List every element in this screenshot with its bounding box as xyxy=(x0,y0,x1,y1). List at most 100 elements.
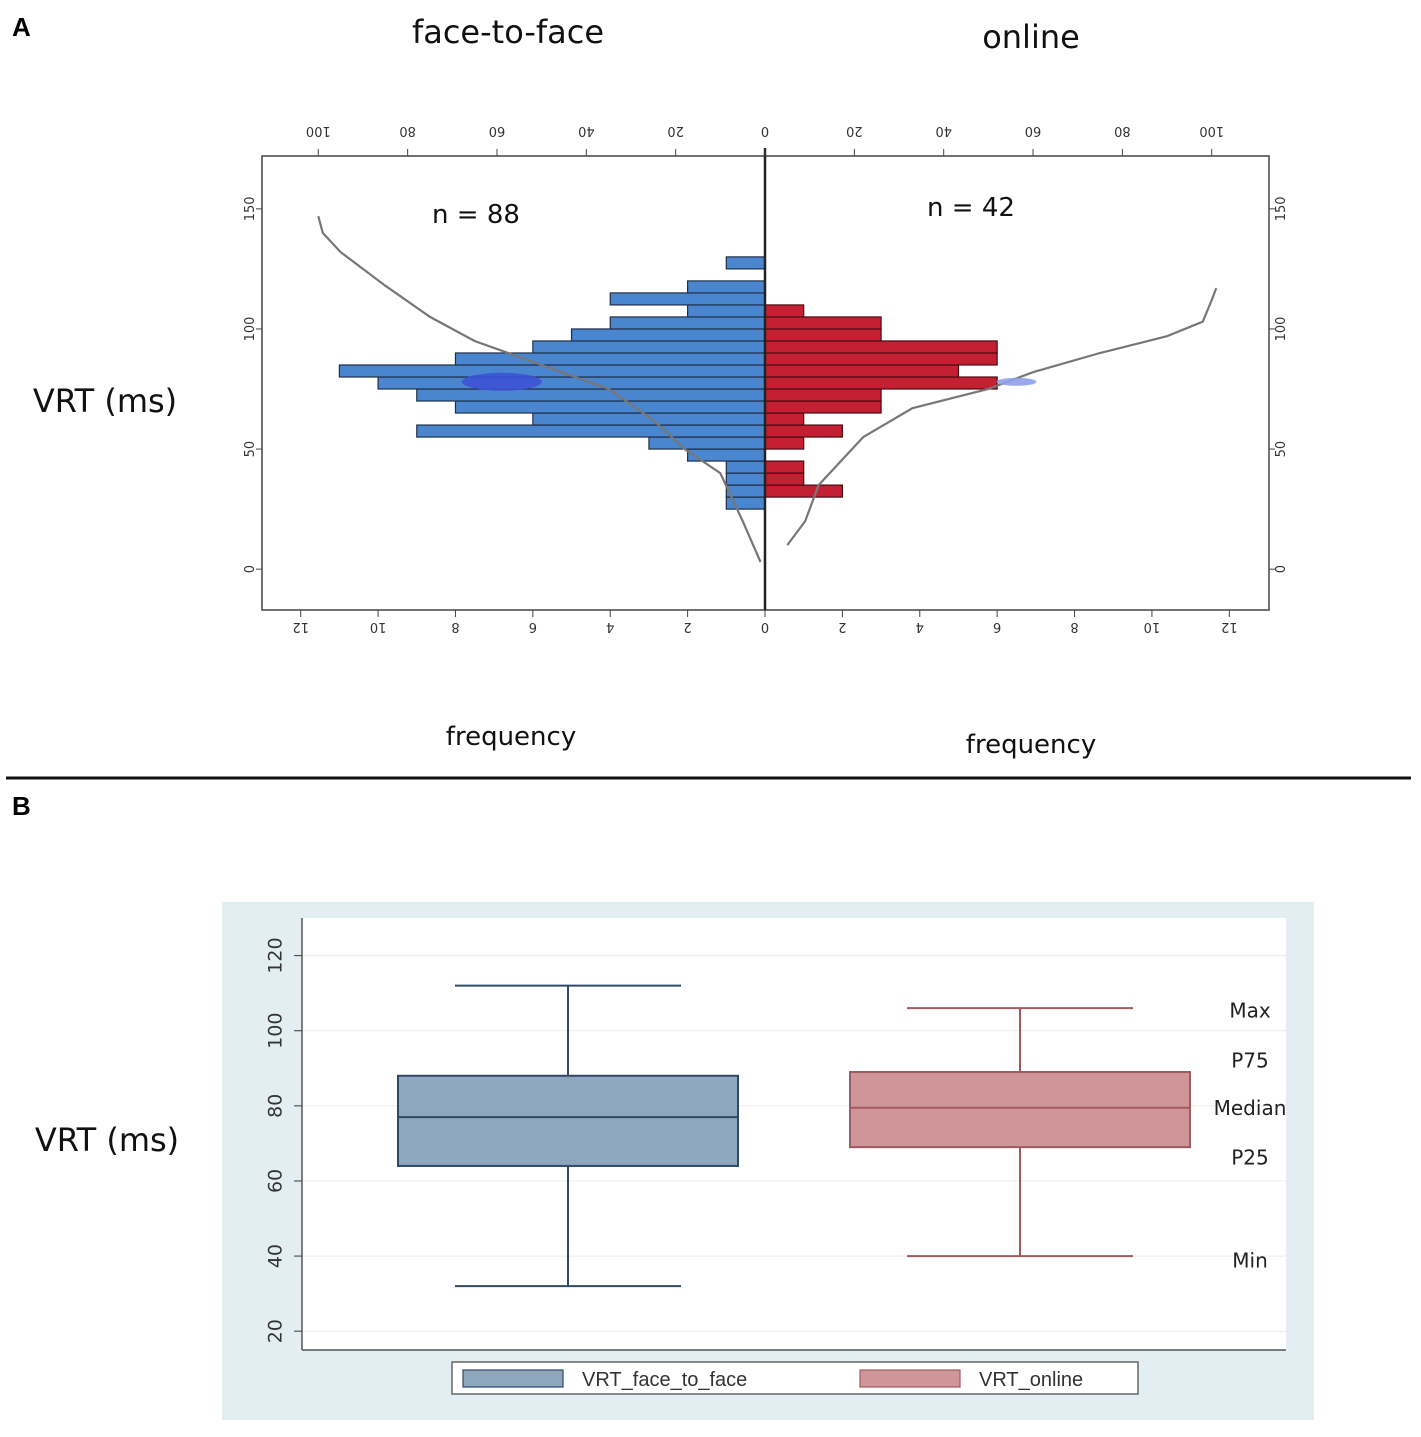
boxplot-y-tick-label: 100 xyxy=(265,1013,287,1049)
legend-label-online: VRT_online xyxy=(979,1369,1083,1391)
annotation-median: Median xyxy=(1214,1096,1287,1120)
online-bar-10 xyxy=(764,352,998,366)
boxplots xyxy=(397,984,1191,1288)
face-to-face-bar-16 xyxy=(687,304,766,318)
online-cumulative-line xyxy=(786,287,1218,546)
online-bar-9 xyxy=(764,364,960,378)
face-to-face-n-label: n = 88 xyxy=(432,200,520,230)
boxplot-y-ticks: 20 40 60 80 100 120 xyxy=(265,937,302,1343)
legend-label-face-to-face: VRT_face_to_face xyxy=(582,1369,747,1391)
bottom-tick-label: 8 xyxy=(1070,619,1078,634)
panel-a: A face-to-face online VRT (ms) frequency… xyxy=(12,12,1289,760)
bottom-tick-label: 2 xyxy=(838,619,846,634)
face-to-face-cumulative-line xyxy=(317,215,762,563)
top-tick-label: 20 xyxy=(846,123,863,138)
left-y-tick-label: 50 xyxy=(243,441,258,458)
boxplot-y-tick-label: 80 xyxy=(265,1094,287,1118)
online-bar-7 xyxy=(764,388,882,402)
left-y-tick-label: 100 xyxy=(243,317,258,342)
online-bars xyxy=(764,304,998,498)
bottom-tick-label: 12 xyxy=(292,619,309,634)
online-bar-13 xyxy=(764,316,882,330)
online-title: online xyxy=(982,18,1080,56)
online-box xyxy=(849,1071,1191,1149)
right-frequency-label: frequency xyxy=(966,730,1096,760)
boxplot-annotations: Max P75 Median P25 Min xyxy=(1214,999,1287,1273)
boxplot-legend: VRT_face_to_face VRT_online xyxy=(451,1361,1139,1395)
bottom-tick-label: 4 xyxy=(606,619,614,634)
face-to-face-bar-11 xyxy=(338,364,766,378)
online-n-label: n = 42 xyxy=(927,193,1015,223)
bottom-tick-label: 6 xyxy=(529,619,537,634)
online-bar-6 xyxy=(764,400,882,414)
face-to-face-median-marker xyxy=(461,372,542,391)
online-bar-8 xyxy=(764,376,998,390)
face-to-face-box xyxy=(397,1074,739,1167)
cumulative-curves xyxy=(317,215,1218,563)
face-to-face-bar-15 xyxy=(609,316,766,330)
top-tick-label: 60 xyxy=(1025,123,1042,138)
left-frequency-label: frequency xyxy=(446,722,576,752)
boxplot-y-tick-label: 60 xyxy=(265,1169,287,1193)
face-to-face-bar-8 xyxy=(454,400,766,414)
bottom-tick-label: 0 xyxy=(761,619,769,634)
face-to-face-bar-19 xyxy=(725,256,766,270)
panel-b: B VRT (ms) 20 40 60 80 100 120 Max P75 Median P2… xyxy=(12,791,1314,1420)
top-tick-label: 100 xyxy=(1199,123,1224,138)
top-tick-label: 80 xyxy=(399,123,416,138)
top-tick-label: 20 xyxy=(667,123,684,138)
online-bar-12 xyxy=(764,328,882,342)
right-y-tick-label: 0 xyxy=(1274,565,1289,573)
face-to-face-title: face-to-face xyxy=(412,13,604,51)
face-to-face-bar-2 xyxy=(725,472,766,486)
top-tick-label: 60 xyxy=(489,123,506,138)
boxplot-y-tick-label: 20 xyxy=(265,1319,287,1343)
face-to-face-bar-14 xyxy=(570,328,766,342)
annotation-min: Min xyxy=(1232,1249,1268,1273)
face-to-face-bar-9 xyxy=(416,388,766,402)
bottom-tick-label: 10 xyxy=(1144,619,1161,634)
legend-swatch-online xyxy=(859,1369,961,1388)
bottom-tick-label: 4 xyxy=(916,619,924,634)
face-to-face-bar-17 xyxy=(609,292,766,306)
boxplot-y-tick-label: 120 xyxy=(265,937,287,973)
bottom-tick-label: 6 xyxy=(993,619,1001,634)
online-bar-11 xyxy=(764,340,998,354)
bottom-tick-label: 2 xyxy=(683,619,691,634)
online-bar-14 xyxy=(764,304,805,318)
face-to-face-bar-12 xyxy=(454,352,766,366)
right-y-tick-label: 100 xyxy=(1274,317,1289,342)
legend-frame xyxy=(451,1361,1139,1395)
right-y-tick-label: 150 xyxy=(1274,196,1289,221)
panel-b-y-label: VRT (ms) xyxy=(35,1121,179,1159)
panel-b-letter: B xyxy=(12,791,31,821)
bottom-tick-label: 12 xyxy=(1221,619,1238,634)
online-bar-2 xyxy=(764,460,805,474)
panel-a-letter: A xyxy=(12,12,31,42)
online-bar-0 xyxy=(764,484,843,498)
bottom-tick-label: 8 xyxy=(451,619,459,634)
top-tick-label: 40 xyxy=(935,123,952,138)
online-bar-3 xyxy=(764,436,805,450)
online-bar-5 xyxy=(764,412,805,426)
bottom-tick-label: 10 xyxy=(370,619,387,634)
online-median-marker xyxy=(996,377,1037,386)
top-tick-label: 40 xyxy=(578,123,595,138)
face-to-face-bars xyxy=(338,256,766,510)
left-y-tick-label: 0 xyxy=(243,565,258,573)
annotation-p75: P75 xyxy=(1231,1049,1269,1073)
online-bar-4 xyxy=(764,424,843,438)
panel-a-y-label: VRT (ms) xyxy=(33,382,177,420)
annotation-p25: P25 xyxy=(1231,1146,1269,1170)
boxplot-y-tick-label: 40 xyxy=(265,1244,287,1268)
online-bar-1 xyxy=(764,472,805,486)
face-to-face-bar-6 xyxy=(416,424,766,438)
face-to-face-bar-7 xyxy=(532,412,766,426)
face-to-face-bar-13 xyxy=(532,340,766,354)
legend-swatch-face-to-face xyxy=(462,1369,564,1388)
face-to-face-bar-1 xyxy=(725,484,766,498)
annotation-max: Max xyxy=(1229,999,1271,1023)
